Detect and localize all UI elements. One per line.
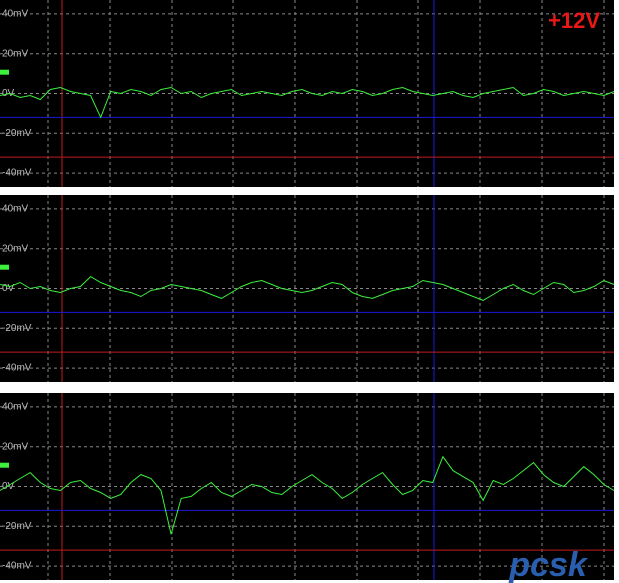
y-tick-label: -20mV xyxy=(2,521,32,532)
waveform xyxy=(0,455,615,535)
y-tick-label: 40mV xyxy=(2,9,28,20)
waveform xyxy=(0,275,615,301)
y-tick-label: 20mV xyxy=(2,48,28,59)
watermark: pcsk xyxy=(508,546,589,583)
y-tick-label: -20mV xyxy=(2,128,32,139)
y-tick-label: 20mV xyxy=(2,243,28,254)
waveform xyxy=(0,86,615,119)
y-tick-label: -40mV xyxy=(2,168,32,179)
y-tick-label: 40mV xyxy=(2,402,28,413)
y-tick-label: -40mV xyxy=(2,363,32,374)
y-tick-label: -40mV xyxy=(2,561,32,572)
level-marker xyxy=(0,69,9,75)
y-tick-label: 0V xyxy=(2,283,15,294)
y-tick-label: 20mV xyxy=(2,441,28,452)
level-marker xyxy=(0,462,9,468)
y-tick-label: 40mV xyxy=(2,204,28,215)
level-marker xyxy=(0,264,9,270)
chart-title: +12V xyxy=(548,8,600,33)
y-tick-label: 0V xyxy=(2,481,15,492)
y-tick-label: -20mV xyxy=(2,323,32,334)
